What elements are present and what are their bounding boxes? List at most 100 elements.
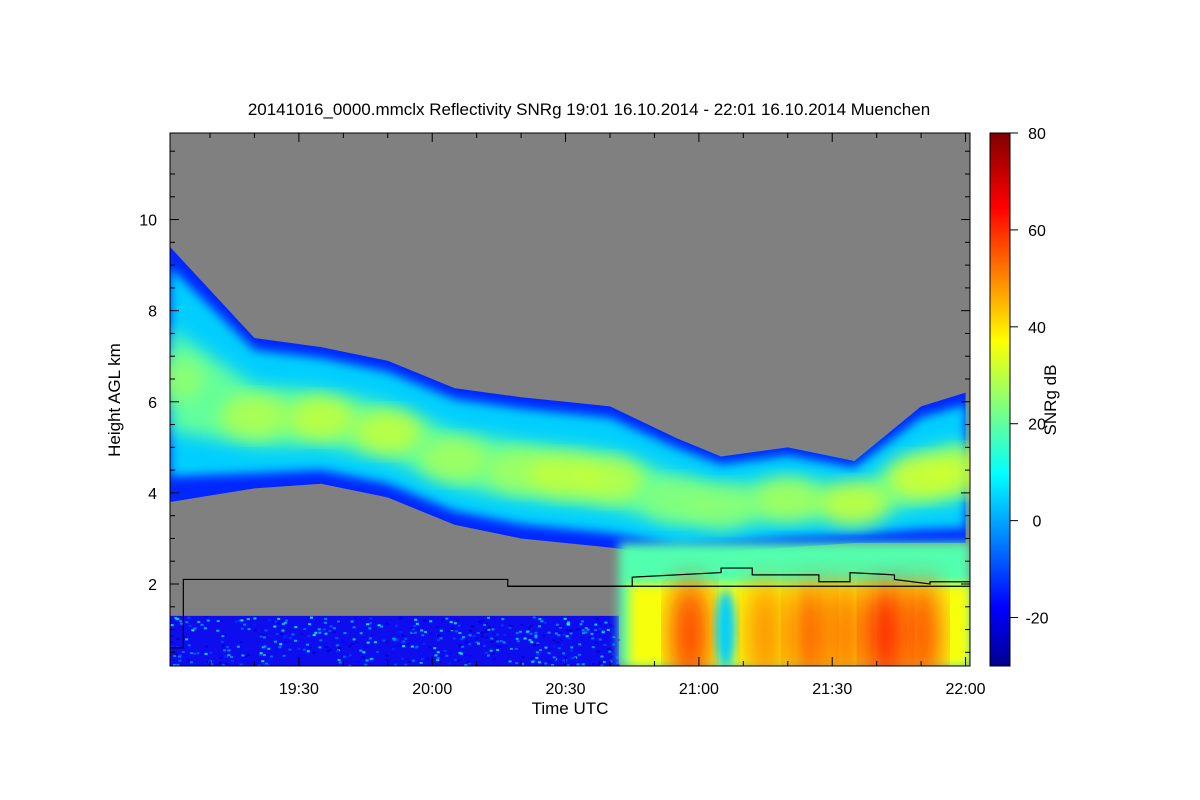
clutter-speck: [240, 619, 244, 622]
clutter-speck: [253, 629, 257, 632]
clutter-speck: [404, 637, 408, 640]
clutter-speck: [252, 624, 256, 627]
clutter-speck: [260, 664, 264, 666]
clutter-speck: [482, 644, 486, 647]
clutter-speck: [491, 628, 495, 631]
clutter-speck: [547, 631, 551, 634]
clutter-speck: [487, 628, 491, 631]
clutter-speck: [359, 649, 363, 652]
clutter-speck: [258, 653, 262, 656]
clutter-speck: [270, 655, 274, 658]
x-tick-label: 20:00: [412, 681, 452, 698]
clutter-speck: [592, 663, 596, 666]
clutter-speck: [253, 617, 257, 620]
clutter-speck: [368, 627, 372, 630]
clutter-speck: [278, 646, 282, 649]
clutter-speck: [562, 652, 566, 655]
clutter-speck: [193, 652, 197, 655]
clutter-speck: [484, 628, 488, 631]
colorbar-tick-label: 0: [1033, 514, 1042, 531]
clutter-speck: [350, 620, 354, 623]
clutter-speck: [415, 645, 419, 648]
clutter-speck: [187, 644, 191, 647]
colorbar-tick-label: 20: [1028, 417, 1046, 434]
clutter-speck: [426, 657, 430, 660]
clutter-speck: [190, 652, 194, 655]
clutter-speck: [366, 623, 370, 626]
clutter-speck: [544, 662, 548, 665]
clutter-speck: [415, 622, 419, 625]
clutter-speck: [531, 660, 535, 663]
clutter-speck: [464, 664, 468, 666]
clutter-speck: [335, 637, 339, 640]
clutter-speck: [441, 618, 445, 621]
clutter-speck: [573, 657, 577, 660]
clutter-speck: [176, 617, 180, 620]
clutter-speck: [206, 619, 210, 622]
clutter-speck: [300, 632, 304, 635]
clutter-speck: [501, 618, 505, 621]
clutter-speck: [449, 652, 453, 655]
clutter-speck: [557, 634, 561, 637]
clutter-speck: [515, 662, 519, 665]
clutter-speck: [262, 654, 266, 657]
clutter-speck: [204, 616, 208, 619]
clutter-speck: [460, 638, 464, 641]
clutter-speck: [480, 631, 484, 634]
clutter-speck: [284, 635, 288, 638]
clutter-speck: [224, 662, 228, 665]
clutter-speck: [557, 647, 561, 650]
clutter-speck: [398, 617, 402, 620]
plot-frame: [169, 132, 971, 667]
clutter-speck: [616, 662, 620, 665]
clutter-speck: [346, 656, 350, 659]
clutter-speck: [185, 621, 189, 624]
clutter-speck: [361, 656, 365, 659]
clutter-speck: [483, 623, 487, 626]
clutter-speck: [324, 645, 328, 648]
clutter-speck: [424, 630, 428, 633]
clutter-speck: [411, 630, 415, 633]
clutter-speck: [288, 648, 292, 651]
clutter-speck: [516, 640, 520, 643]
clutter-speck: [502, 641, 506, 644]
cloud-peak-cell: [353, 409, 422, 454]
clutter-speck: [463, 653, 467, 656]
clutter-speck: [422, 642, 426, 645]
clutter-speck: [369, 658, 373, 661]
clutter-speck: [261, 660, 265, 663]
clutter-speck: [262, 634, 266, 637]
clutter-speck: [491, 652, 495, 655]
clutter-speck: [436, 659, 440, 662]
clutter-speck: [259, 635, 263, 638]
y-tick-label: 10: [139, 213, 157, 230]
clutter-speck: [586, 628, 590, 631]
clutter-speck: [181, 654, 185, 657]
clutter-speck: [449, 621, 453, 624]
cloud-peak-cell: [220, 394, 289, 439]
clutter-speck: [277, 617, 281, 620]
clutter-speck: [186, 659, 190, 662]
clutter-speck: [596, 650, 600, 653]
clutter-speck: [233, 627, 237, 630]
clutter-speck: [560, 643, 564, 646]
x-axis: 19:30 20:00 20:30 21:00 21:30 22:00: [209, 133, 986, 698]
clutter-speck: [498, 645, 502, 648]
clutter-speck: [559, 631, 563, 634]
clutter-speck: [221, 635, 225, 638]
clutter-speck: [560, 618, 564, 621]
clutter-speck: [342, 655, 346, 658]
clutter-speck: [578, 653, 582, 656]
clutter-speck: [283, 621, 287, 624]
clutter-speck: [261, 629, 265, 632]
clutter-speck: [399, 616, 403, 619]
clutter-speck: [227, 654, 231, 657]
clutter-speck: [609, 623, 613, 626]
clutter-speck: [429, 620, 433, 623]
clutter-speck: [455, 619, 459, 622]
clutter-speck: [196, 652, 200, 655]
clutter-speck: [568, 637, 572, 640]
clutter-speck: [221, 644, 225, 647]
clutter-speck: [557, 656, 561, 659]
